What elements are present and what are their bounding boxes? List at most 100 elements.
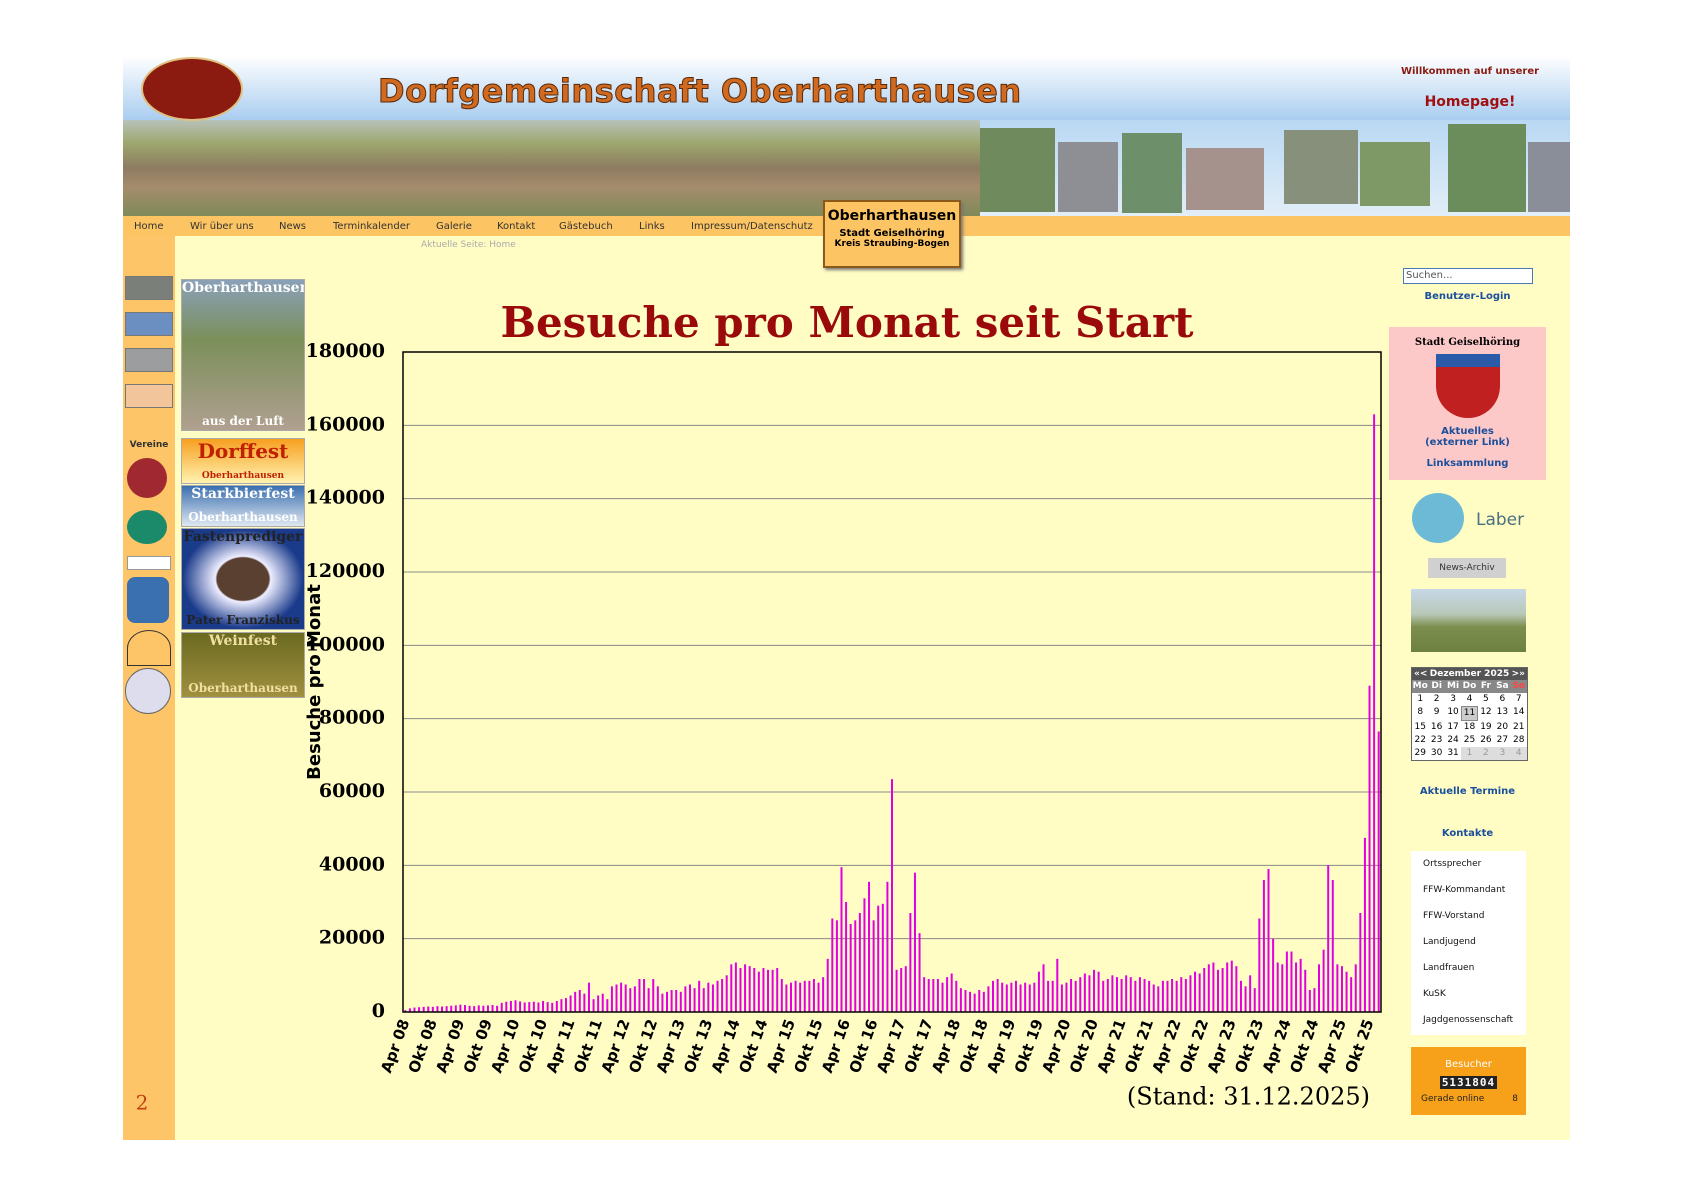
calendar-day[interactable]: 20 <box>1496 722 1509 732</box>
calendar-prev[interactable]: «< <box>1414 669 1428 679</box>
promo-banner[interactable]: Dorffest Oberharthausen <box>181 438 305 484</box>
calendar-day[interactable]: 15 <box>1414 722 1426 732</box>
calendar-day[interactable]: 10 <box>1447 707 1459 717</box>
promo-title: Weinfest <box>208 633 278 649</box>
calendar-day[interactable]: 2 <box>1433 694 1440 704</box>
calendar-day[interactable]: 3 <box>1494 747 1511 760</box>
contact-link[interactable]: Jagdgenossenschaft <box>1423 1015 1514 1025</box>
calendar-day[interactable]: 4 <box>1466 694 1473 704</box>
login-link[interactable]: Benutzer-Login <box>1424 291 1511 302</box>
promo-banner[interactable]: Weinfest Oberharthausen <box>181 632 305 698</box>
nav-link[interactable]: Impressum/Datenschutz <box>691 221 813 232</box>
calendar-day[interactable]: 22 <box>1414 735 1426 745</box>
calendar-day[interactable]: 21 <box>1513 722 1525 732</box>
calendar-day[interactable]: 6 <box>1499 694 1506 704</box>
bar <box>688 984 691 1012</box>
calendar-day[interactable]: 26 <box>1480 735 1492 745</box>
bar <box>1056 958 1059 1012</box>
bar <box>1083 973 1086 1012</box>
contact-link[interactable]: Landjugend <box>1423 937 1476 947</box>
thumb-photo <box>980 128 1055 212</box>
calendar-day[interactable]: 11 <box>1461 706 1478 721</box>
contact-link[interactable]: FFW-Vorstand <box>1423 911 1485 921</box>
calendar-day[interactable]: 1 <box>1417 694 1424 704</box>
nav-link[interactable]: Links <box>639 221 665 232</box>
calendar-weekday: Mi <box>1444 680 1462 693</box>
calendar-day[interactable]: 13 <box>1496 707 1509 717</box>
calendar-day[interactable]: 27 <box>1496 735 1509 745</box>
nav-link[interactable]: Galerie <box>436 221 472 232</box>
calendar-day[interactable]: 17 <box>1447 722 1459 732</box>
bar <box>744 964 747 1012</box>
bar <box>1051 980 1054 1012</box>
bar <box>1354 964 1357 1012</box>
calendar-day[interactable]: 9 <box>1433 707 1440 717</box>
thumb-photo <box>1360 142 1430 206</box>
events-link[interactable]: Aktuelle Termine <box>1419 786 1516 797</box>
calendar-day[interactable]: 2 <box>1477 747 1495 760</box>
badge-title: Oberharthausen <box>827 208 957 224</box>
bar <box>923 977 926 1012</box>
calendar-day[interactable]: 16 <box>1430 722 1443 732</box>
calendar-day[interactable]: 25 <box>1463 735 1476 745</box>
calendar-day[interactable]: 23 <box>1430 735 1443 745</box>
calendar-day[interactable]: 29 <box>1414 748 1426 758</box>
calendar-day[interactable]: 5 <box>1483 694 1489 704</box>
bar <box>936 979 939 1012</box>
bar <box>716 980 719 1012</box>
contact-link[interactable]: Landfrauen <box>1423 963 1475 973</box>
calendar-day[interactable]: 18 <box>1463 722 1476 732</box>
bar <box>1014 980 1017 1012</box>
bar <box>1336 964 1339 1012</box>
bar <box>996 979 999 1012</box>
nav-link[interactable]: Wir über uns <box>190 221 254 232</box>
y-tick-label: 120000 <box>306 560 385 582</box>
promo-subtitle: Oberharthausen <box>188 510 298 524</box>
bar <box>661 993 664 1012</box>
contact-link[interactable]: KuSK <box>1423 989 1446 999</box>
page-number: 2 <box>136 1091 149 1115</box>
calendar-day[interactable]: 19 <box>1480 722 1492 732</box>
calendar-day[interactable]: 14 <box>1513 707 1525 717</box>
bar <box>633 986 636 1012</box>
calendar-day[interactable]: 8 <box>1417 707 1424 717</box>
bar <box>1134 980 1137 1012</box>
links-link[interactable]: Linksammlung <box>1426 458 1509 469</box>
calendar-day[interactable]: 4 <box>1510 747 1527 760</box>
promo-banner[interactable]: Starkbierfest Oberharthausen <box>181 485 305 527</box>
bar <box>978 990 981 1012</box>
bar <box>845 902 848 1012</box>
calendar-next[interactable]: >» <box>1511 669 1525 679</box>
calendar-day[interactable]: 24 <box>1447 735 1459 745</box>
calendar-day[interactable]: 12 <box>1480 707 1492 717</box>
ile-logo-text: Laber <box>1476 510 1525 530</box>
contact-link[interactable]: Ortssprecher <box>1423 859 1482 869</box>
nav-link[interactable]: Home <box>134 221 164 232</box>
promo-banner[interactable]: Fastenprediger Pater Franziskus <box>181 528 305 630</box>
bar <box>1285 951 1288 1012</box>
nav-link[interactable]: News <box>279 221 307 232</box>
bar <box>1239 980 1242 1012</box>
welcome-emph: Homepage! <box>1424 94 1516 110</box>
online-row: Gerade online 8 <box>1421 1094 1526 1104</box>
promo-banner[interactable]: Oberharthausen aus der Luft <box>181 279 305 431</box>
contact-link[interactable]: FFW-Kommandant <box>1423 885 1506 895</box>
bar <box>840 867 843 1012</box>
calendar-day[interactable]: 28 <box>1513 735 1525 745</box>
nav-link[interactable]: Terminkalender <box>333 221 410 232</box>
search-input[interactable]: Suchen... <box>1403 268 1533 284</box>
logo <box>141 57 243 121</box>
chart-title: Besuche pro Monat seit Start <box>500 298 1194 347</box>
city-link[interactable]: Aktuelles <box>1441 426 1494 437</box>
calendar-day[interactable]: 31 <box>1447 748 1459 758</box>
news-archive-button[interactable]: News-Archiv <box>1428 558 1506 578</box>
bar <box>734 962 737 1012</box>
bar <box>863 898 866 1012</box>
nav-link[interactable]: Kontakt <box>497 221 536 232</box>
calendar-day[interactable]: 1 <box>1461 747 1478 760</box>
calendar-day[interactable]: 3 <box>1450 694 1456 704</box>
nav-link[interactable]: Gästebuch <box>559 221 613 232</box>
calendar-day[interactable]: 7 <box>1515 694 1522 704</box>
calendar-day[interactable]: 30 <box>1430 748 1443 758</box>
